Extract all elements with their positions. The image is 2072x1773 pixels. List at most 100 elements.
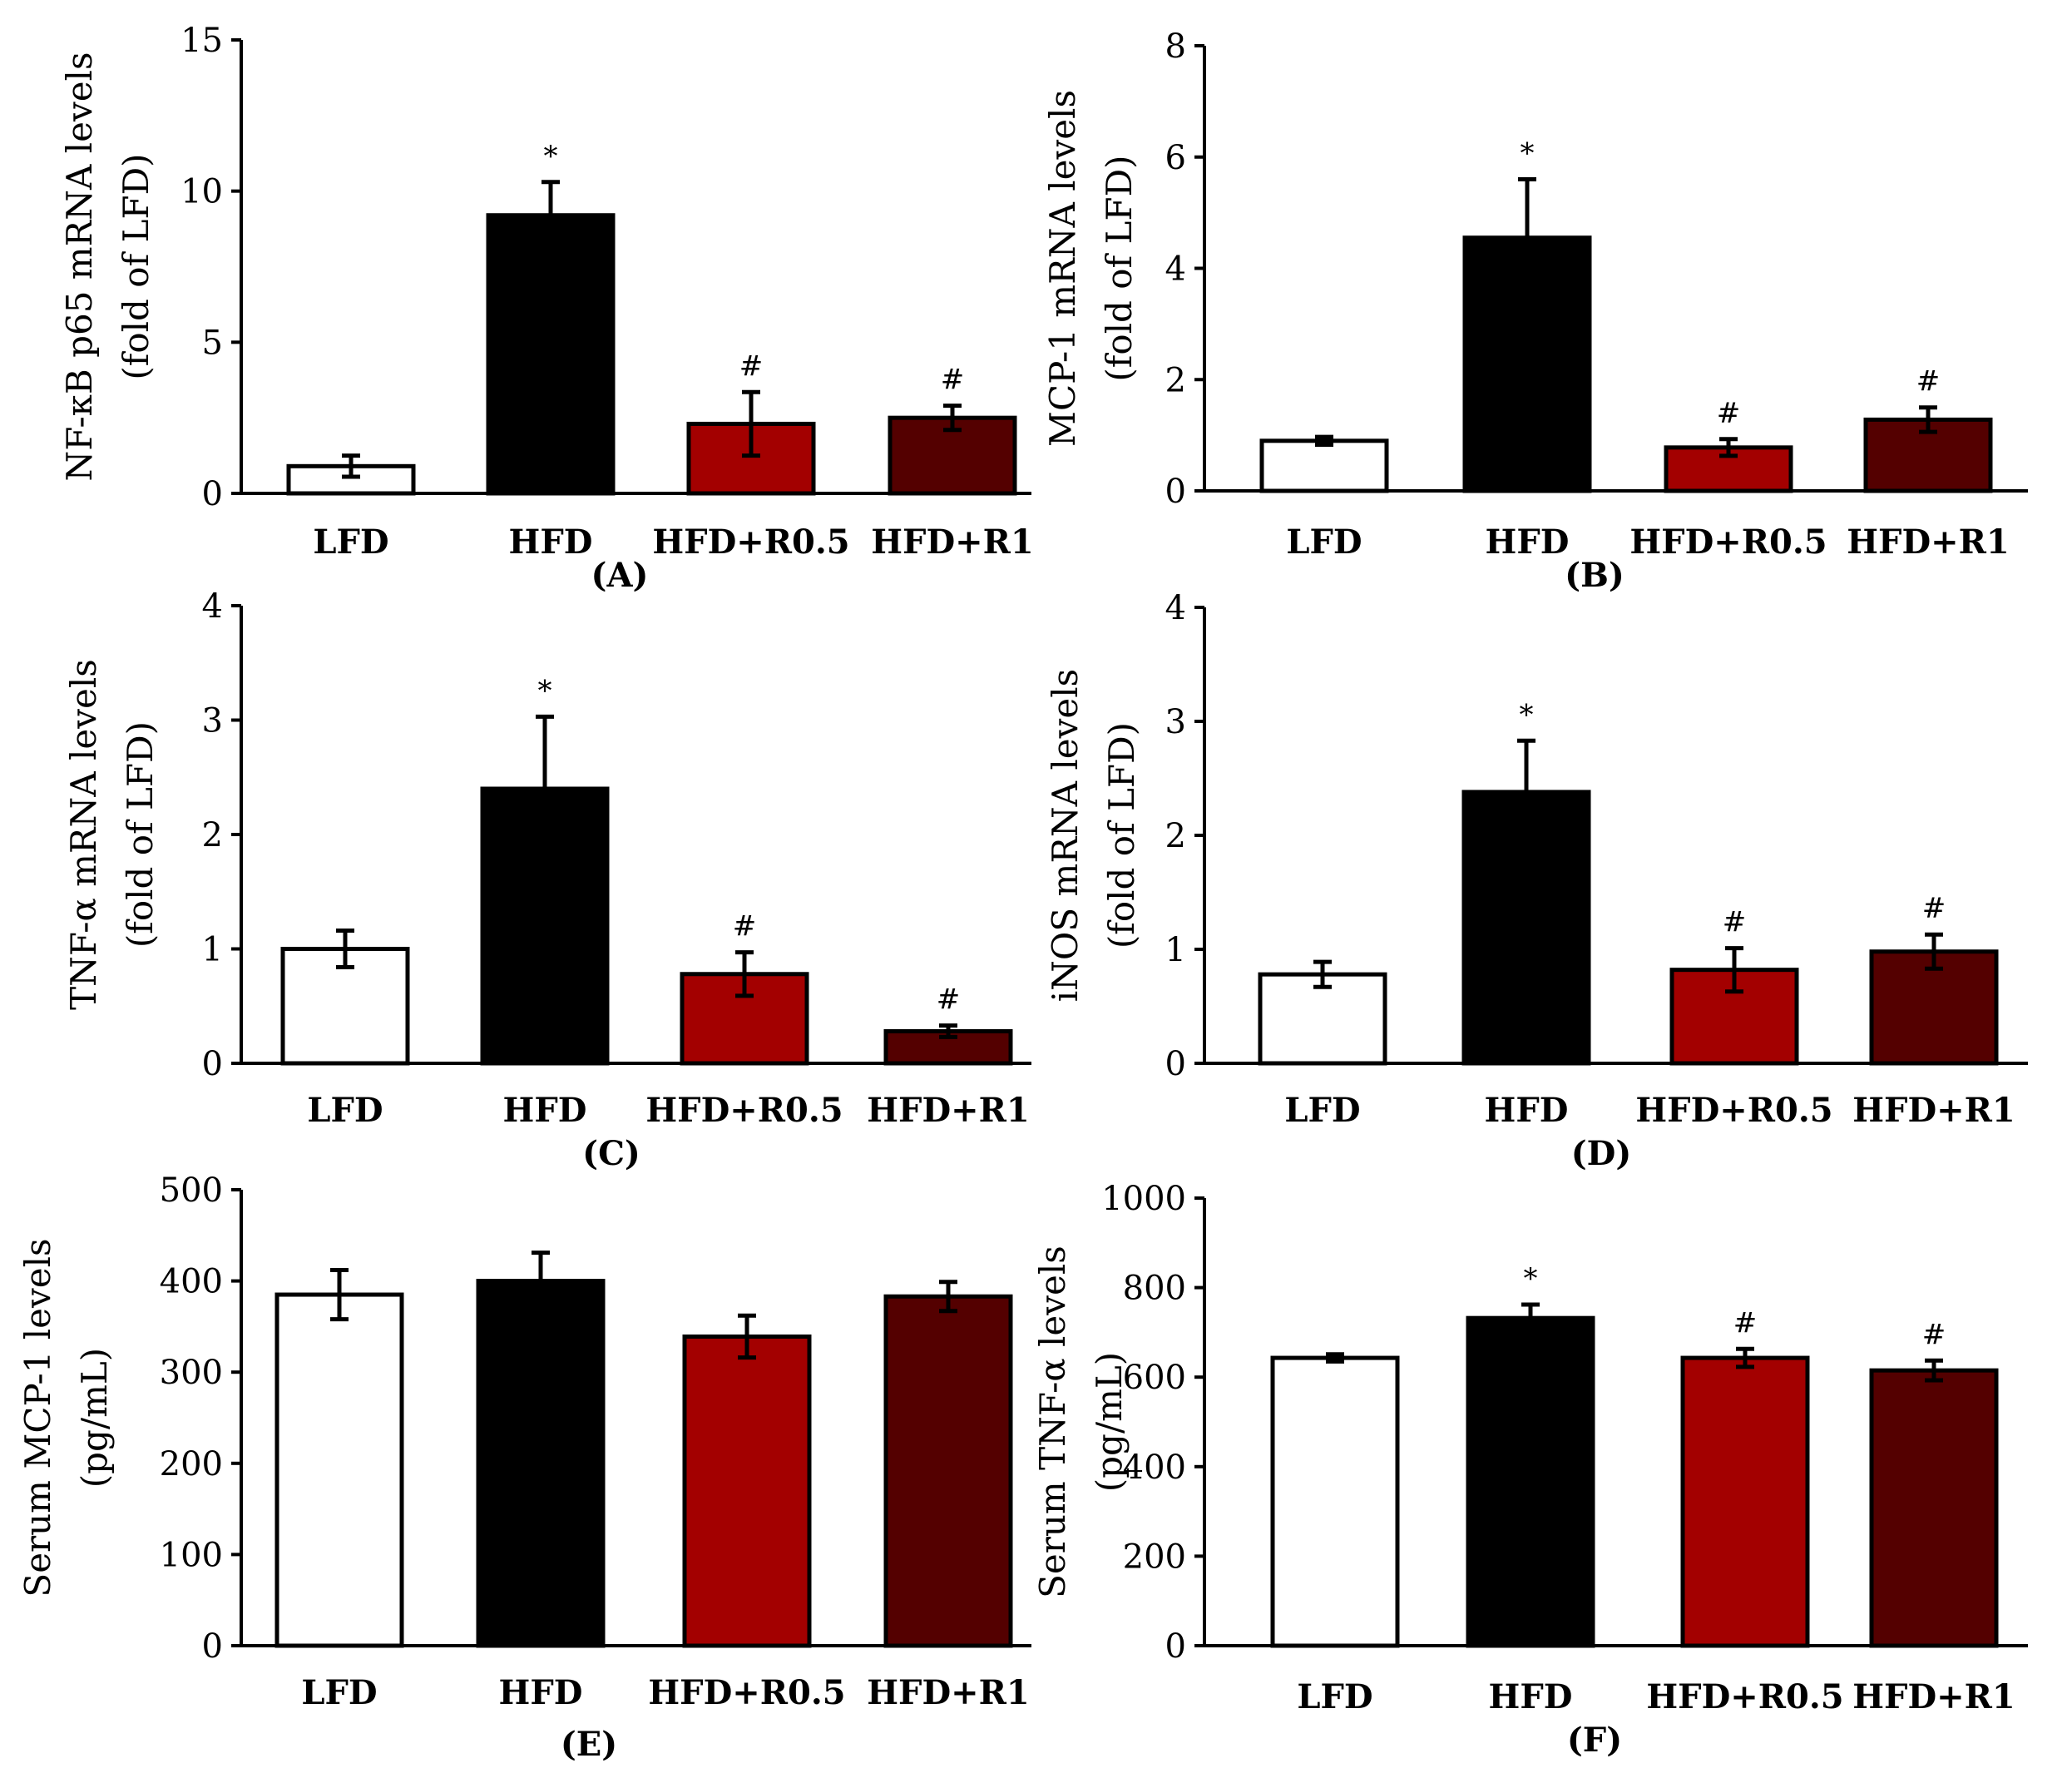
significance-marker: # (1723, 906, 1747, 939)
x-tick-label: LFD (301, 1673, 377, 1712)
chart-panel-e: 0 100 200 300 400 500 Serum MCP-1 levels (pg/mL… (17, 1171, 1031, 1764)
significance-marker: # (733, 910, 757, 943)
y-axis-title: (fold of LFD) (1101, 722, 1142, 948)
x-tick-label: HFD (1489, 1677, 1573, 1716)
bar-lfd (274, 1292, 404, 1648)
chart-panel-d: 0 1 2 3 4 iNOS mRNA levels (fold of LFD) LFD * HF… (1045, 589, 2028, 1173)
significance-marker: * (544, 140, 558, 173)
y-tick-label: 1 (202, 931, 223, 969)
panel-label: (A) (591, 556, 649, 595)
y-tick-label: 15 (180, 22, 223, 60)
y-tick-label: 10 (180, 173, 223, 211)
bar-hfd-r1 (883, 1294, 1013, 1648)
y-axis-title: Serum TNF-α levels (1032, 1246, 1073, 1598)
x-tick-label: HFD+R0.5 (648, 1673, 845, 1712)
y-tick-label: 500 (160, 1171, 223, 1210)
panel-label: (B) (1565, 556, 1624, 595)
y-tick-label: 2 (202, 816, 223, 854)
x-tick-label: HFD+R1 (871, 522, 1033, 562)
significance-marker: # (1922, 1318, 1946, 1351)
bar-hfd (476, 1279, 606, 1648)
y-axis-title: (fold of LFD) (120, 721, 161, 948)
significance-marker: # (1717, 397, 1741, 430)
x-tick-label: HFD+R0.5 (1635, 1091, 1832, 1130)
significance-marker: # (1922, 892, 1946, 925)
y-tick-label: 0 (1165, 1045, 1186, 1083)
x-tick-label: HFD+R1 (1852, 1677, 2015, 1716)
y-tick-label: 600 (1123, 1359, 1186, 1397)
chart-panel-f: 0 200 400 600 800 1000 Serum TNF-α levels (pg/m… (1032, 1180, 2028, 1760)
y-tick-label: 0 (1165, 473, 1186, 511)
significance-marker: * (1520, 698, 1534, 731)
y-tick-label: 800 (1123, 1270, 1186, 1308)
chart-panel-a: 0 5 10 15 NF-κB p65 mRNA levels (fold of LFD)… (59, 22, 1034, 595)
y-tick-label: 8 (1165, 27, 1186, 66)
y-tick-label: 0 (202, 475, 223, 513)
y-tick-label: 6 (1165, 139, 1186, 177)
x-tick-label: LFD (1284, 1091, 1360, 1130)
y-axis-title: TNF-α mRNA levels (63, 659, 104, 1010)
y-axis-title: NF-κB p65 mRNA levels (59, 52, 100, 481)
x-tick-label: HFD+R0.5 (645, 1091, 843, 1130)
bar-lfd (1270, 1355, 1400, 1648)
y-tick-label: 2 (1165, 361, 1186, 399)
bar-lfd (1258, 972, 1387, 1066)
x-tick-label: HFD+R0.5 (1646, 1677, 1843, 1716)
x-tick-label: HFD+R1 (867, 1091, 1029, 1130)
bar-hfd-r1 (1869, 1368, 1999, 1648)
y-tick-label: 1 (1165, 931, 1186, 969)
panel-label: (C) (582, 1134, 640, 1173)
significance-marker: # (1733, 1306, 1758, 1340)
y-axis-title: Serum MCP-1 levels (17, 1238, 58, 1597)
bar-hfd (486, 213, 616, 496)
y-tick-label: 200 (160, 1445, 223, 1483)
chart-panel-c: 0 1 2 3 4 TNF-α mRNA levels (fold of LFD) LFD * H… (63, 587, 1031, 1173)
x-tick-label: HFD+R0.5 (652, 522, 849, 562)
y-tick-label: 400 (160, 1263, 223, 1301)
x-tick-label: LFD (1297, 1677, 1372, 1716)
bar-hfd (1466, 1315, 1595, 1648)
y-axis-title: MCP-1 mRNA levels (1042, 90, 1083, 447)
x-tick-label: LFD (1286, 522, 1362, 562)
y-tick-label: 0 (202, 1045, 223, 1083)
chart-panel-b: 0 2 4 6 8 MCP-1 mRNA levels (fold of LFD) LFD * H… (1042, 27, 2028, 595)
y-tick-label: 3 (1165, 703, 1186, 741)
y-axis-title: (pg/mL) (74, 1348, 115, 1488)
significance-marker: * (1521, 137, 1535, 171)
x-tick-label: HFD+R1 (1847, 522, 2009, 562)
bar-lfd (1259, 438, 1389, 493)
panel-label: (F) (1567, 1721, 1622, 1760)
y-tick-label: 0 (202, 1627, 223, 1666)
y-tick-label: 4 (1165, 589, 1186, 627)
y-tick-label: 300 (160, 1354, 223, 1392)
x-tick-label: HFD (1485, 1091, 1569, 1130)
significance-marker: # (739, 349, 764, 383)
x-tick-label: HFD+R1 (1852, 1091, 2015, 1130)
panel-label: (D) (1571, 1134, 1632, 1173)
x-tick-label: HFD+R1 (867, 1673, 1029, 1712)
significance-marker: # (1916, 365, 1941, 399)
y-axis-title: (fold of LFD) (116, 153, 156, 379)
y-tick-label: 200 (1123, 1538, 1186, 1576)
x-tick-label: HFD (499, 1673, 583, 1712)
bar-hfd-r0-5 (1680, 1355, 1810, 1648)
y-tick-label: 0 (1165, 1627, 1186, 1666)
x-tick-label: HFD (1486, 522, 1570, 562)
panel-label: (E) (561, 1725, 617, 1764)
significance-marker: # (937, 983, 961, 1017)
significance-marker: * (538, 674, 552, 707)
y-tick-label: 1000 (1101, 1180, 1186, 1218)
y-tick-label: 400 (1123, 1449, 1186, 1487)
y-axis-title: (fold of LFD) (1099, 155, 1140, 381)
x-tick-label: HFD (503, 1091, 587, 1130)
y-tick-label: 3 (202, 702, 223, 740)
x-tick-label: HFD (509, 522, 593, 562)
bar-hfd-r0-5 (682, 1334, 812, 1648)
y-tick-label: 5 (202, 324, 223, 362)
y-axis-title: (pg/mL) (1089, 1352, 1130, 1492)
y-tick-label: 4 (1165, 250, 1186, 289)
significance-marker: # (941, 364, 965, 397)
significance-marker: * (1524, 1262, 1538, 1295)
y-tick-label: 100 (160, 1536, 223, 1574)
